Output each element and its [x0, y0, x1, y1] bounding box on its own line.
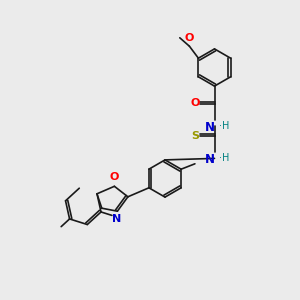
- Text: N: N: [112, 214, 121, 224]
- Text: O: O: [110, 172, 119, 182]
- Text: O: O: [190, 98, 200, 109]
- Text: ·H: ·H: [219, 121, 230, 131]
- Text: ·H: ·H: [219, 153, 230, 163]
- Text: N: N: [205, 153, 215, 166]
- Text: S: S: [191, 130, 199, 141]
- Text: O: O: [184, 33, 194, 43]
- Text: N: N: [205, 121, 215, 134]
